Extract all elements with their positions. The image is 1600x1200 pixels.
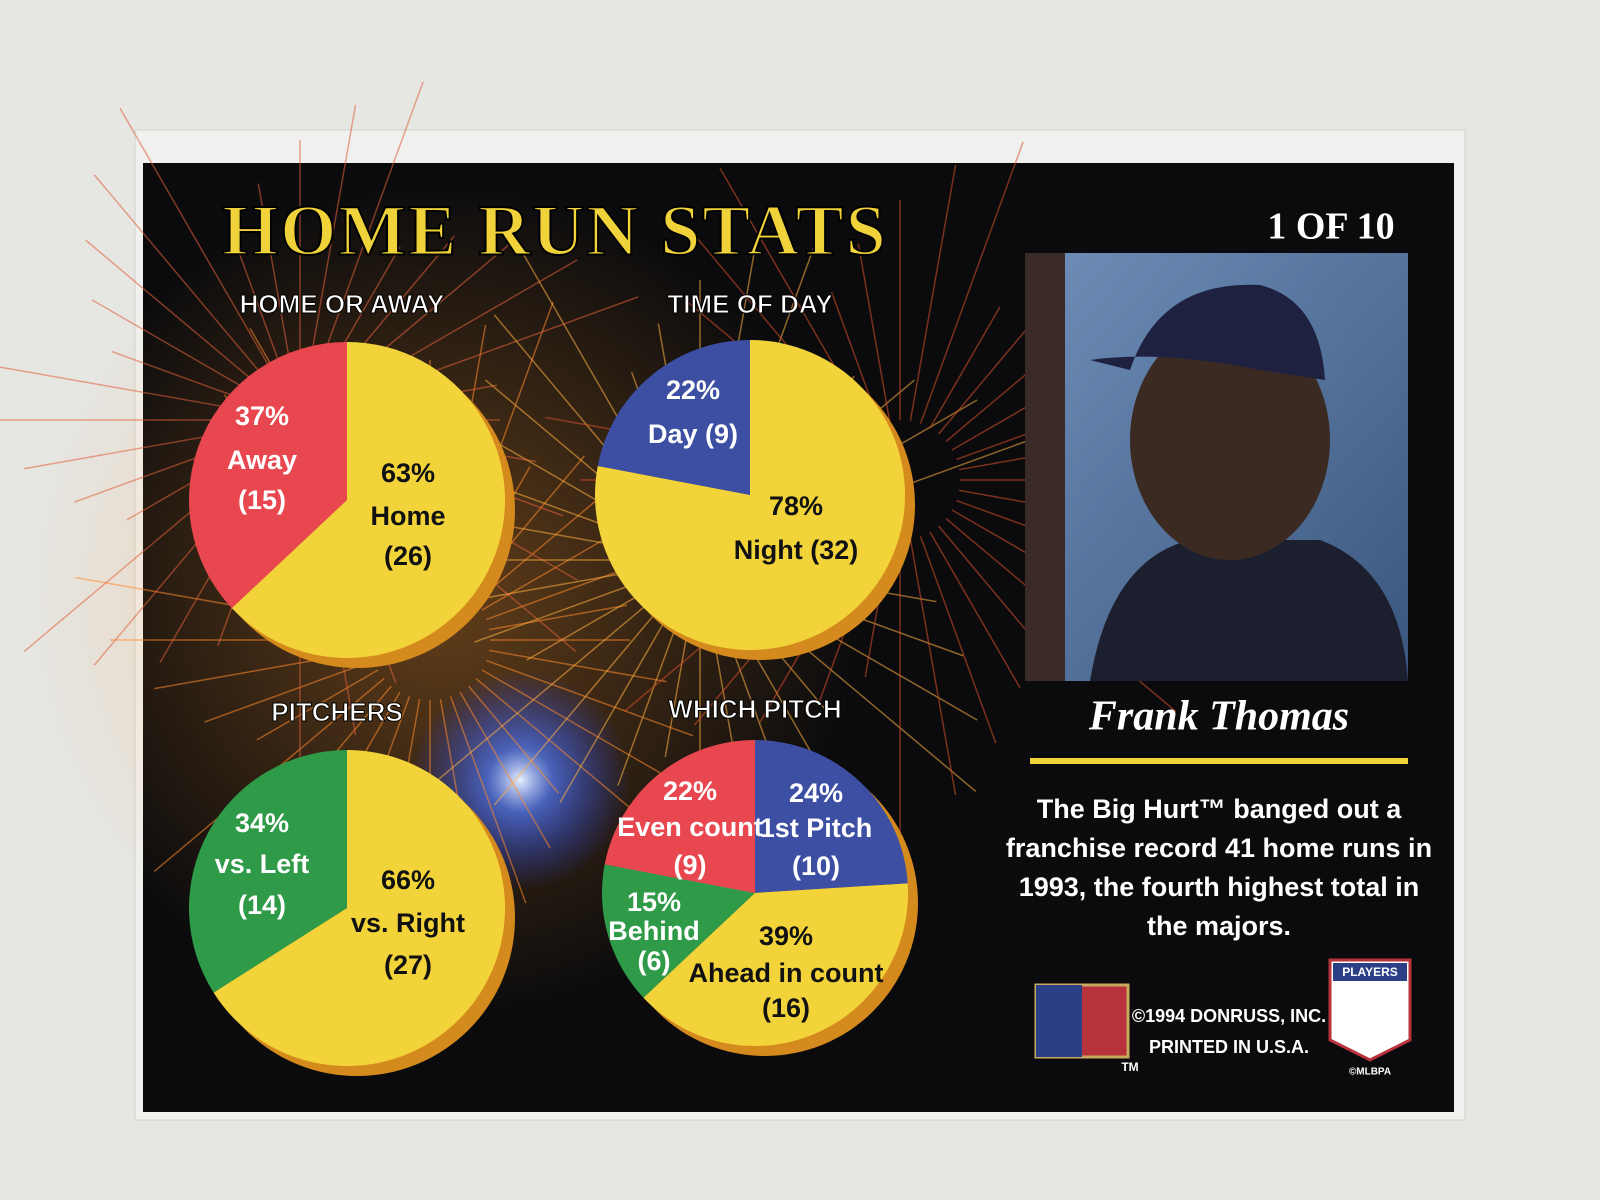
pie-slice — [604, 740, 755, 893]
streak — [937, 525, 1030, 634]
streak — [309, 104, 357, 362]
player-photo — [1025, 253, 1408, 681]
percent-label: 22% — [666, 375, 720, 405]
pie-slice — [597, 340, 750, 495]
streak — [486, 659, 694, 737]
divider — [1030, 758, 1408, 764]
category-name: Day — [648, 419, 698, 449]
count-label: (16) — [762, 993, 810, 1023]
streak — [474, 579, 644, 643]
description-line: 1993, the fourth highest total in — [1019, 872, 1420, 902]
streak — [319, 81, 424, 364]
category-label: Home — [370, 501, 445, 531]
streak — [488, 604, 628, 631]
pie-slice — [213, 750, 506, 1067]
count-label: (32) — [810, 535, 858, 565]
streak — [617, 616, 681, 786]
category-label: Night (32) — [734, 535, 859, 565]
pie-slice — [601, 864, 755, 998]
percent-label: 15% — [627, 887, 681, 917]
description-line: the majors. — [1147, 911, 1291, 941]
count-label: (6) — [638, 946, 671, 976]
percent-label: 39% — [759, 921, 813, 951]
pie-slice — [188, 342, 347, 609]
category-label: Even count — [617, 812, 763, 842]
pie-title: TIME OF DAY — [667, 289, 832, 319]
tm: TM — [1121, 1060, 1138, 1074]
category-label: Away — [227, 445, 297, 475]
streak — [919, 141, 1024, 424]
streak — [204, 659, 374, 723]
pie-slice — [231, 342, 506, 658]
title: HOME RUN STATS — [222, 191, 887, 271]
category-label: Behind — [608, 916, 700, 946]
description-line: franchise record 41 home runs in — [1006, 833, 1432, 863]
streak — [449, 696, 527, 904]
count-label: (9) — [705, 419, 738, 449]
percent-label: 37% — [235, 401, 289, 431]
streak — [230, 231, 281, 364]
streak — [119, 107, 271, 369]
copyright: ©1994 DONRUSS, INC. — [1132, 1006, 1326, 1026]
category-label: 1st Pitch — [760, 813, 873, 843]
streak — [488, 649, 667, 683]
count-label: (14) — [238, 890, 286, 920]
streak — [459, 691, 551, 849]
streak — [664, 618, 691, 758]
streak — [929, 531, 1021, 689]
pie-slice — [643, 883, 908, 1047]
percent-label: 66% — [381, 865, 435, 895]
count-label: (15) — [238, 485, 286, 515]
category-label: Day (9) — [648, 419, 738, 449]
streak — [91, 299, 249, 391]
count-label: (27) — [384, 950, 432, 980]
count-label: (10) — [792, 851, 840, 881]
streak — [0, 366, 242, 411]
pie-title: HOME OR AWAY — [240, 289, 445, 319]
printed: PRINTED IN U.S.A. — [1149, 1037, 1309, 1057]
streak — [857, 243, 891, 422]
pie-title: PITCHERS — [271, 697, 402, 727]
streak — [526, 589, 649, 661]
description-line: The Big Hurt™ banged out a — [1037, 794, 1402, 824]
pie-slice — [755, 740, 908, 893]
category-name: Night — [734, 535, 803, 565]
percent-label: 78% — [769, 491, 823, 521]
streak — [93, 174, 263, 375]
count-label: (26) — [384, 541, 432, 571]
players-text: PLAYERS — [1342, 965, 1398, 979]
players-logo — [1328, 958, 1412, 1062]
streak — [919, 536, 997, 744]
streak — [929, 306, 1001, 429]
streak — [256, 669, 379, 741]
percent-label: 22% — [663, 776, 717, 806]
pie-slice — [188, 750, 347, 993]
streak — [909, 538, 957, 796]
percent-label: 24% — [789, 778, 843, 808]
streak — [257, 183, 291, 362]
streak — [559, 611, 671, 803]
percent-label: 34% — [235, 808, 289, 838]
streak — [909, 164, 957, 422]
streak — [423, 597, 655, 792]
player-name: Frank Thomas — [1088, 694, 1349, 740]
streak — [85, 239, 255, 383]
pie-title: WHICH PITCH — [668, 694, 841, 724]
streak — [111, 350, 244, 401]
streak — [493, 605, 663, 806]
percent-label: 63% — [381, 458, 435, 488]
category-label: vs. Right — [351, 908, 465, 938]
mlbpa: ©MLBPA — [1349, 1067, 1391, 1078]
count-label: (9) — [674, 850, 707, 880]
category-label: vs. Left — [215, 849, 310, 879]
streak — [467, 685, 560, 794]
category-label: Ahead in count — [689, 958, 884, 988]
card-number: 1 OF 10 — [1267, 206, 1394, 248]
mlb-logo — [1034, 983, 1130, 1059]
